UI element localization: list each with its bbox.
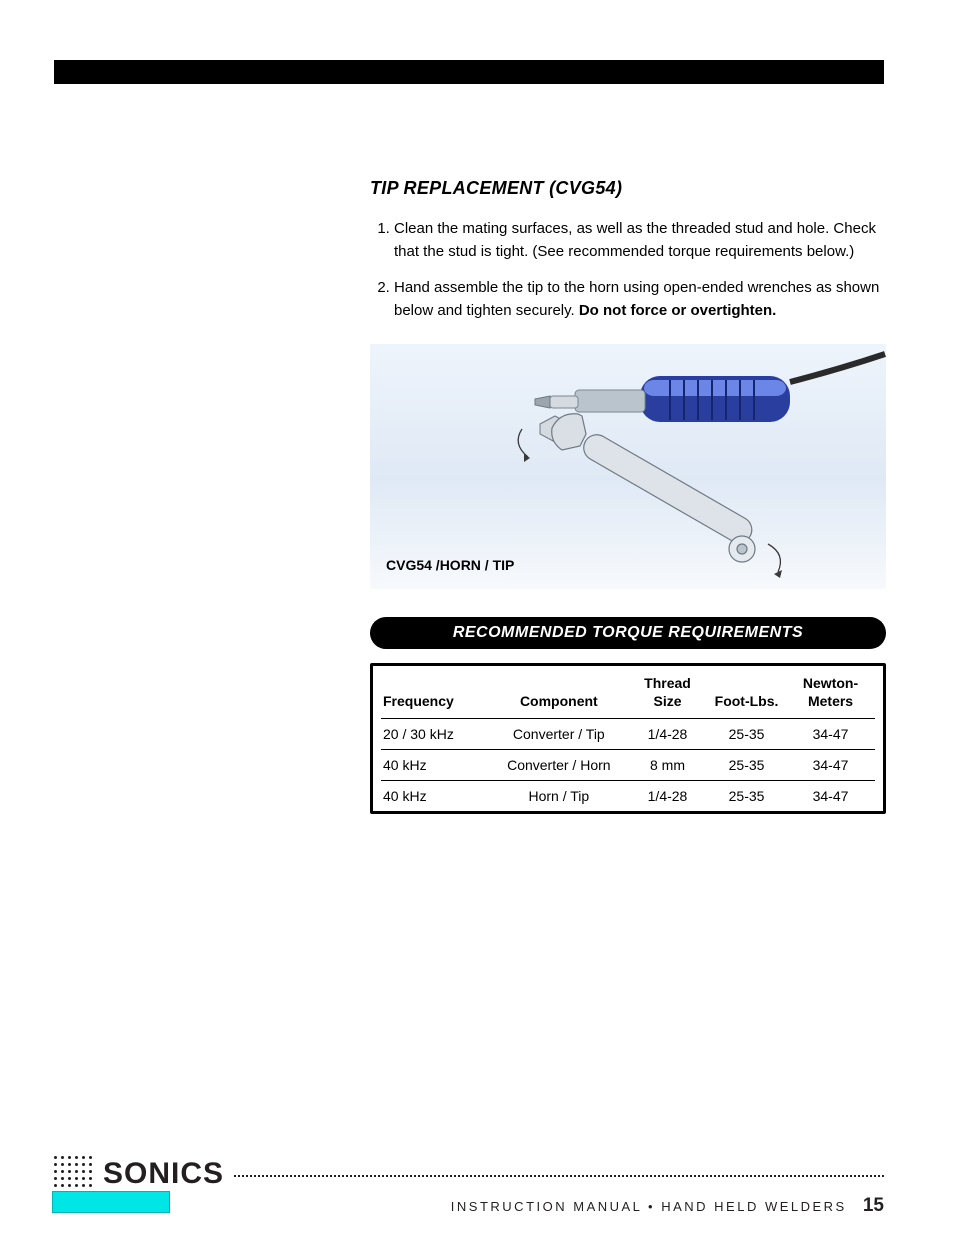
col-newton-meters: Newton-Meters: [786, 672, 875, 719]
cell: 1/4-28: [628, 781, 707, 812]
tighten-arrow-icon: [768, 544, 780, 572]
cell: 25-35: [707, 781, 786, 812]
assembly-arrow-icon: [518, 429, 528, 457]
cell: 40 kHz: [381, 781, 490, 812]
cell: 8 mm: [628, 750, 707, 781]
horn-shaft: [535, 390, 645, 412]
step-text: Clean the mating surfaces, as well as th…: [394, 220, 876, 260]
cell: 20 / 30 kHz: [381, 719, 490, 750]
cyan-mark: [52, 1191, 170, 1213]
section-title: TIP REPLACEMENT (CVG54): [370, 178, 888, 199]
table-header-row: Frequency Component ThreadSize Foot-Lbs.…: [381, 672, 875, 719]
main-content: TIP REPLACEMENT (CVG54) Clean the mating…: [370, 178, 888, 814]
cell: 25-35: [707, 719, 786, 750]
dotted-rule: [234, 1175, 884, 1177]
table-row: 40 kHz Horn / Tip 1/4-28 25-35 34-47: [381, 781, 875, 812]
torque-heading: RECOMMENDED TORQUE REQUIREMENTS: [370, 617, 886, 649]
tool-handle: [640, 376, 790, 422]
cell: 34-47: [786, 719, 875, 750]
col-component: Component: [490, 672, 628, 719]
cable: [790, 354, 885, 382]
footer-doc-title: INSTRUCTION MANUAL • HAND HELD WELDERS: [451, 1199, 847, 1214]
page-footer: SONICS INSTRUCTION MANUAL • HAND HELD WE…: [54, 1157, 884, 1191]
cell: Converter / Tip: [490, 719, 628, 750]
cell: Horn / Tip: [490, 781, 628, 812]
header-black-bar: [54, 60, 884, 84]
table-row: 20 / 30 kHz Converter / Tip 1/4-28 25-35…: [381, 719, 875, 750]
col-foot-lbs: Foot-Lbs.: [707, 672, 786, 719]
cell: 34-47: [786, 781, 875, 812]
figure-caption: CVG54 /HORN / TIP: [386, 557, 514, 573]
table-row: 40 kHz Converter / Horn 8 mm 25-35 34-47: [381, 750, 875, 781]
page-number: 15: [863, 1195, 884, 1216]
cell: 25-35: [707, 750, 786, 781]
step-emphasis: Do not force or overtighten.: [579, 302, 777, 319]
cell: 34-47: [786, 750, 875, 781]
instruction-list: Clean the mating surfaces, as well as th…: [370, 217, 888, 322]
footer-line: INSTRUCTION MANUAL • HAND HELD WELDERS 1…: [451, 1195, 884, 1217]
col-frequency: Frequency: [381, 672, 490, 719]
brand-name: SONICS: [103, 1157, 224, 1191]
cell: 40 kHz: [381, 750, 490, 781]
cell: 1/4-28: [628, 719, 707, 750]
figure-cvg54: CVG54 /HORN / TIP: [370, 344, 886, 589]
cell: Converter / Horn: [490, 750, 628, 781]
instruction-step-2: Hand assemble the tip to the horn using …: [394, 276, 888, 323]
torque-table: Frequency Component ThreadSize Foot-Lbs.…: [370, 663, 886, 814]
figure-illustration: [370, 344, 886, 589]
col-thread-size: ThreadSize: [628, 672, 707, 719]
brand-dots-icon: [54, 1156, 93, 1188]
instruction-step-1: Clean the mating surfaces, as well as th…: [394, 217, 888, 264]
wrench: [552, 414, 757, 562]
